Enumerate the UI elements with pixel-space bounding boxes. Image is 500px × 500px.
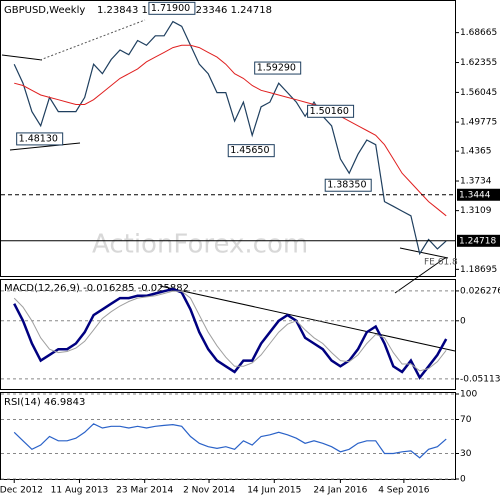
level-box	[457, 234, 500, 247]
macd-title: MACD(12,26,9) -0.016285 -0.025882	[4, 283, 189, 294]
series-line	[13, 287, 448, 380]
x-tick-label: 2 Nov 2014	[183, 486, 235, 496]
y-tick-label: 1.3109	[460, 206, 492, 216]
y-tick-label: 100	[460, 390, 477, 400]
level-box	[457, 188, 500, 201]
series-line	[13, 423, 447, 459]
annotation-box	[148, 1, 196, 15]
y-tick-label: 1.56045	[460, 88, 497, 98]
y-tick-label: 0	[460, 475, 466, 485]
fib-label: FE 61.8	[424, 258, 458, 268]
y-tick-label: 1.62355	[460, 58, 497, 68]
annotation-label: 1.45650	[230, 145, 269, 156]
annotation-label: 1.59290	[257, 63, 296, 74]
annotation-box	[307, 104, 355, 118]
y-tick-label: 1.68665	[460, 28, 497, 38]
series-line	[13, 290, 447, 372]
x-tick-label: 14 Jun 2015	[247, 486, 301, 496]
trendline	[159, 285, 456, 352]
x-tick-label: 11 Aug 2013	[51, 486, 109, 496]
trendline	[9, 142, 81, 151]
y-tick-label: 1.4365	[460, 147, 492, 157]
price-panel	[0, 0, 456, 277]
x-tick-label: 30 Dec 2012	[0, 486, 43, 496]
y-tick-label: 30	[460, 449, 472, 459]
x-tick-label: 23 Mar 2014	[116, 486, 173, 496]
annotation-label: 1.38350	[327, 180, 366, 191]
y-tick-label: 0.026276	[460, 286, 500, 296]
trendline	[399, 247, 449, 259]
rsi-panel	[0, 392, 456, 480]
annotation-label: 1.48130	[19, 133, 58, 144]
y-tick-label: 1.49775	[460, 118, 497, 128]
x-tick-label: 4 Sep 2016	[378, 486, 430, 496]
x-tick-label: 24 Jan 2016	[313, 486, 367, 496]
annotation-label: 1.50160	[310, 106, 349, 117]
annotation-box	[16, 132, 64, 146]
y-tick-label: 70	[460, 415, 472, 425]
annotation-box	[227, 144, 275, 158]
series-line	[13, 20, 447, 256]
rsi-title: RSI(14) 46.9843	[4, 397, 85, 408]
level-label: 1.24718	[459, 236, 496, 246]
annotation-box	[254, 61, 302, 75]
level-label: 1.3444	[459, 190, 491, 200]
y-tick-label: -0.051137	[460, 374, 500, 384]
y-tick-label: 1.18695	[460, 265, 497, 275]
annotation-box	[324, 178, 372, 192]
annotation-label: 1.71900	[151, 3, 190, 14]
macd-panel	[0, 279, 456, 390]
trendline	[39, 19, 146, 61]
chart-title: GBPUSD,Weekly	[4, 5, 85, 16]
y-tick-label: 1.3734	[460, 177, 492, 187]
trendline	[1, 54, 43, 61]
y-tick-label: 0	[460, 316, 466, 326]
watermark: ActionForex.com	[92, 230, 308, 260]
series-line	[14, 44, 447, 217]
trendline	[394, 257, 446, 294]
